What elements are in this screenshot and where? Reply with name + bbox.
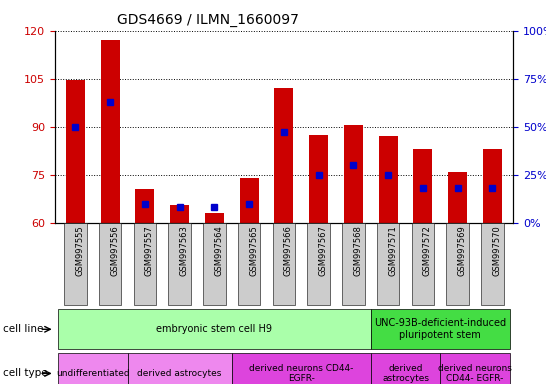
Bar	[342, 223, 365, 305]
Bar	[134, 223, 156, 305]
Text: GSM997563: GSM997563	[180, 225, 189, 276]
Text: GSM997564: GSM997564	[215, 225, 223, 276]
Bar	[58, 353, 128, 384]
Bar	[128, 353, 232, 384]
Bar	[309, 135, 328, 223]
Bar	[64, 223, 87, 305]
Bar	[168, 223, 191, 305]
Bar	[412, 223, 434, 305]
Text: derived astrocytes: derived astrocytes	[138, 369, 222, 378]
Text: derived
astrocytes: derived astrocytes	[382, 364, 429, 383]
Text: derived neurons CD44-
EGFR-: derived neurons CD44- EGFR-	[249, 364, 353, 383]
Bar	[448, 172, 467, 223]
Text: GSM997572: GSM997572	[423, 225, 432, 276]
Text: cell line: cell line	[3, 324, 43, 334]
Bar	[203, 223, 225, 305]
Bar	[58, 309, 371, 349]
Bar	[413, 149, 432, 223]
Bar	[66, 80, 85, 223]
Text: derived neurons
CD44- EGFR-: derived neurons CD44- EGFR-	[438, 364, 512, 383]
Bar	[99, 223, 121, 305]
Bar	[135, 189, 155, 223]
Bar	[447, 223, 469, 305]
Text: GSM997570: GSM997570	[492, 225, 501, 276]
Bar	[232, 353, 371, 384]
Text: embryonic stem cell H9: embryonic stem cell H9	[157, 324, 272, 334]
Bar	[344, 125, 363, 223]
Text: GSM997555: GSM997555	[75, 225, 85, 276]
Text: cell type: cell type	[3, 368, 48, 379]
Text: GSM997557: GSM997557	[145, 225, 154, 276]
Text: GSM997569: GSM997569	[458, 225, 467, 276]
Bar	[238, 223, 260, 305]
Bar	[100, 40, 120, 223]
Text: GSM997567: GSM997567	[319, 225, 328, 276]
Text: GSM997556: GSM997556	[110, 225, 119, 276]
Bar	[272, 223, 295, 305]
Bar	[377, 223, 400, 305]
Text: GSM997571: GSM997571	[388, 225, 397, 276]
Bar	[274, 88, 294, 223]
Text: GSM997565: GSM997565	[249, 225, 258, 276]
Text: UNC-93B-deficient-induced
pluripotent stem: UNC-93B-deficient-induced pluripotent st…	[374, 318, 506, 340]
Text: GDS4669 / ILMN_1660097: GDS4669 / ILMN_1660097	[116, 13, 299, 27]
Bar	[307, 223, 330, 305]
Text: GSM997566: GSM997566	[284, 225, 293, 276]
Bar	[483, 149, 502, 223]
Bar	[240, 178, 259, 223]
Bar	[371, 309, 510, 349]
Bar	[481, 223, 504, 305]
Text: undifferentiated: undifferentiated	[56, 369, 129, 378]
Bar	[205, 213, 224, 223]
Bar	[440, 353, 510, 384]
Text: GSM997568: GSM997568	[353, 225, 363, 276]
Bar	[378, 136, 397, 223]
Bar	[371, 353, 440, 384]
Bar	[170, 205, 189, 223]
